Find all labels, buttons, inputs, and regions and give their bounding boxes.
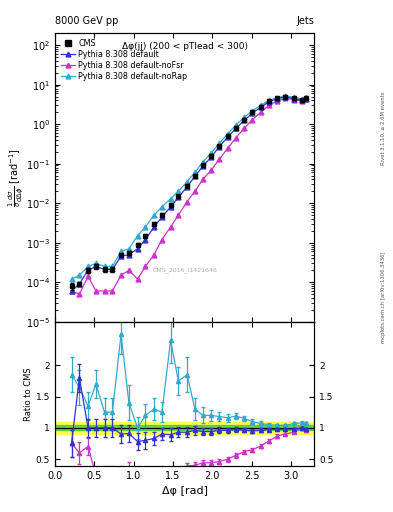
Y-axis label: Ratio to CMS: Ratio to CMS (24, 367, 33, 421)
Text: CMS_2016_I1421646: CMS_2016_I1421646 (152, 267, 217, 273)
X-axis label: Δφ [rad]: Δφ [rad] (162, 486, 208, 496)
Text: mcplots.cern.ch [arXiv:1306.3436]: mcplots.cern.ch [arXiv:1306.3436] (381, 251, 386, 343)
Bar (55, 421, 314, 434)
Bar (55, 425, 314, 430)
Text: Δφ(jj) (200 < pTlead < 300): Δφ(jj) (200 < pTlead < 300) (122, 42, 248, 51)
Y-axis label: $\frac{1}{\sigma}\frac{d\sigma}{d\Delta\phi}$ [rad$^{-1}$]: $\frac{1}{\sigma}\frac{d\sigma}{d\Delta\… (6, 148, 25, 207)
Legend: CMS, Pythia 8.308 default, Pythia 8.308 default-noFsr, Pythia 8.308 default-noRa: CMS, Pythia 8.308 default, Pythia 8.308 … (58, 36, 190, 83)
Text: Rivet 3.1.10, ≥ 2.6M events: Rivet 3.1.10, ≥ 2.6M events (381, 91, 386, 165)
Text: Jets: Jets (297, 16, 314, 26)
Text: 8000 GeV pp: 8000 GeV pp (55, 16, 118, 26)
